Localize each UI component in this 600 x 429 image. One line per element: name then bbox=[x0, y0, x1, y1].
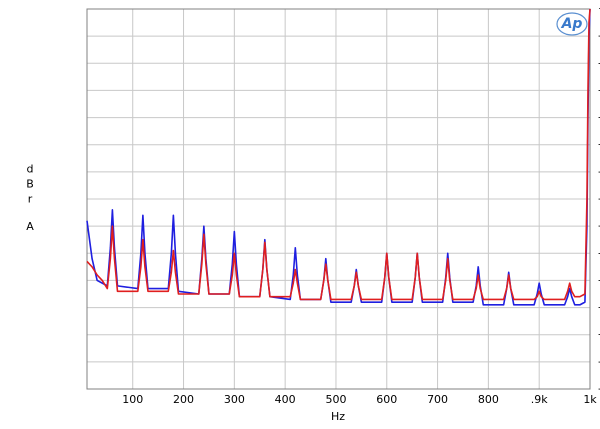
y-axis-unit: A bbox=[26, 220, 34, 233]
x-tick-label: 200 bbox=[173, 393, 194, 406]
logo: Ap bbox=[561, 16, 583, 32]
y-tick-label: -110 bbox=[598, 301, 600, 314]
y-tick-label: -140 bbox=[598, 382, 600, 395]
y-tick-label: -70 bbox=[598, 192, 600, 205]
y-tick-label: -20 bbox=[598, 56, 600, 69]
x-tick-label: 500 bbox=[325, 393, 346, 406]
x-tick-label: 1k bbox=[583, 393, 597, 406]
series-line bbox=[86, 8, 591, 306]
y-tick-label: -30 bbox=[598, 83, 600, 96]
y-tick-label: -50 bbox=[598, 138, 600, 151]
x-tick-label: 100 bbox=[122, 393, 143, 406]
y-tick-label: -130 bbox=[598, 355, 600, 368]
y-tick-label: -100 bbox=[598, 273, 600, 286]
logo-ring bbox=[556, 12, 588, 36]
plot-frame bbox=[86, 8, 591, 390]
series-line bbox=[86, 8, 591, 301]
x-tick-label: .9k bbox=[531, 393, 548, 406]
y-axis-label: dBr bbox=[24, 163, 37, 208]
x-tick-label: 800 bbox=[478, 393, 499, 406]
y-tick-label: +0 bbox=[598, 2, 600, 15]
y-tick-label: -90 bbox=[598, 246, 600, 259]
x-axis-label: Hz bbox=[331, 410, 345, 423]
x-tick-label: 300 bbox=[224, 393, 245, 406]
y-tick-label: -40 bbox=[598, 111, 600, 124]
y-tick-label: -60 bbox=[598, 165, 600, 178]
y-tick-label: -10 bbox=[598, 29, 600, 42]
y-tick-label: -120 bbox=[598, 328, 600, 341]
x-tick-label: 600 bbox=[376, 393, 397, 406]
y-tick-label: -80 bbox=[598, 219, 600, 232]
x-tick-label: 700 bbox=[427, 393, 448, 406]
x-tick-label: 400 bbox=[275, 393, 296, 406]
